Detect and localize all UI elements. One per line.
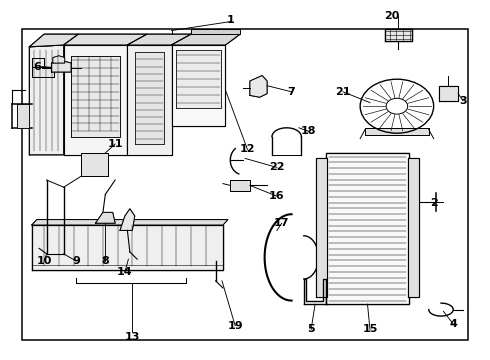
Text: 15: 15 xyxy=(362,324,378,334)
Polygon shape xyxy=(32,220,228,225)
Text: 14: 14 xyxy=(117,267,133,277)
Polygon shape xyxy=(439,86,458,101)
Polygon shape xyxy=(191,29,240,34)
Polygon shape xyxy=(250,76,267,97)
Polygon shape xyxy=(127,34,191,45)
Polygon shape xyxy=(64,34,147,45)
Text: 9: 9 xyxy=(72,256,80,266)
Text: 8: 8 xyxy=(101,256,109,266)
Text: 22: 22 xyxy=(269,162,285,172)
Polygon shape xyxy=(51,61,71,72)
Text: 11: 11 xyxy=(107,139,123,149)
Polygon shape xyxy=(32,225,223,270)
Text: 13: 13 xyxy=(124,332,140,342)
Text: 17: 17 xyxy=(274,218,290,228)
Polygon shape xyxy=(127,45,172,155)
Polygon shape xyxy=(326,153,409,304)
Polygon shape xyxy=(64,45,127,155)
Polygon shape xyxy=(230,180,250,191)
Text: 2: 2 xyxy=(430,198,438,208)
Text: 4: 4 xyxy=(449,319,457,329)
Text: 6: 6 xyxy=(33,62,41,72)
Text: 16: 16 xyxy=(269,191,285,201)
Polygon shape xyxy=(71,56,120,137)
Text: 20: 20 xyxy=(384,11,400,21)
Polygon shape xyxy=(53,56,65,63)
Polygon shape xyxy=(32,67,54,77)
Polygon shape xyxy=(96,212,115,223)
Polygon shape xyxy=(29,34,78,47)
Polygon shape xyxy=(81,153,108,176)
Text: 1: 1 xyxy=(226,15,234,25)
Text: 18: 18 xyxy=(301,126,317,136)
Text: 10: 10 xyxy=(36,256,52,266)
Text: 21: 21 xyxy=(335,87,351,97)
Bar xyxy=(22,29,468,340)
Polygon shape xyxy=(408,158,419,297)
Text: 19: 19 xyxy=(227,321,243,331)
Text: 5: 5 xyxy=(307,324,315,334)
Polygon shape xyxy=(316,158,327,297)
Polygon shape xyxy=(29,45,64,155)
Polygon shape xyxy=(120,209,135,230)
Text: 7: 7 xyxy=(288,87,295,97)
Text: 12: 12 xyxy=(240,144,255,154)
Polygon shape xyxy=(135,52,164,144)
Polygon shape xyxy=(176,50,220,108)
Polygon shape xyxy=(172,34,240,45)
Text: 3: 3 xyxy=(459,96,467,106)
Polygon shape xyxy=(385,29,412,41)
Polygon shape xyxy=(172,45,225,126)
Polygon shape xyxy=(365,128,429,135)
Polygon shape xyxy=(17,104,29,128)
